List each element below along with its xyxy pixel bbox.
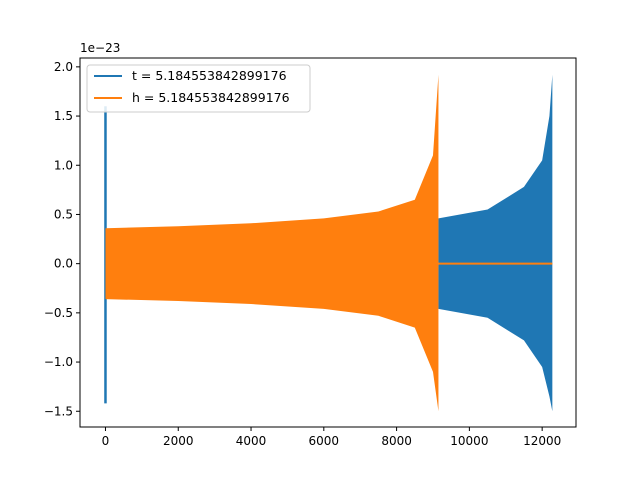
legend-box <box>86 64 311 113</box>
x-tick-label: 12000 <box>523 434 561 448</box>
y-tick-label: 0.0 <box>54 257 73 271</box>
y-tick-label: 1.5 <box>54 109 73 123</box>
x-tick-label: 8000 <box>381 434 412 448</box>
legend: t = 5.184553842899176 h = 5.184553842899… <box>86 64 311 113</box>
legend-label-h: h = 5.184553842899176 <box>132 90 290 105</box>
y-tick-label: 1.0 <box>54 158 73 172</box>
x-tick-label: 2000 <box>163 434 194 448</box>
x-tick-label: 6000 <box>309 434 340 448</box>
y-tick-label: −0.5 <box>44 306 73 320</box>
axes-frame <box>79 57 577 428</box>
y-tick-label: 0.5 <box>54 207 73 221</box>
x-tick-label: 10000 <box>450 434 488 448</box>
y-tick-label: 2.0 <box>54 60 73 74</box>
x-tick-label: 4000 <box>236 434 267 448</box>
y-tick-label: −1.5 <box>44 404 73 418</box>
series-t-envelope <box>438 74 553 412</box>
y-tick-label: −1.0 <box>44 355 73 369</box>
series-h-envelope <box>105 74 439 412</box>
legend-label-t: t = 5.184553842899176 <box>132 68 287 83</box>
plot-area <box>104 74 553 412</box>
axes: 0 2000 4000 6000 8000 10000 12000 −1.5 −1.0 −0.5 0… <box>44 57 577 448</box>
x-tick-label: 0 <box>102 434 110 448</box>
y-scale-label: 1e−23 <box>80 41 120 55</box>
